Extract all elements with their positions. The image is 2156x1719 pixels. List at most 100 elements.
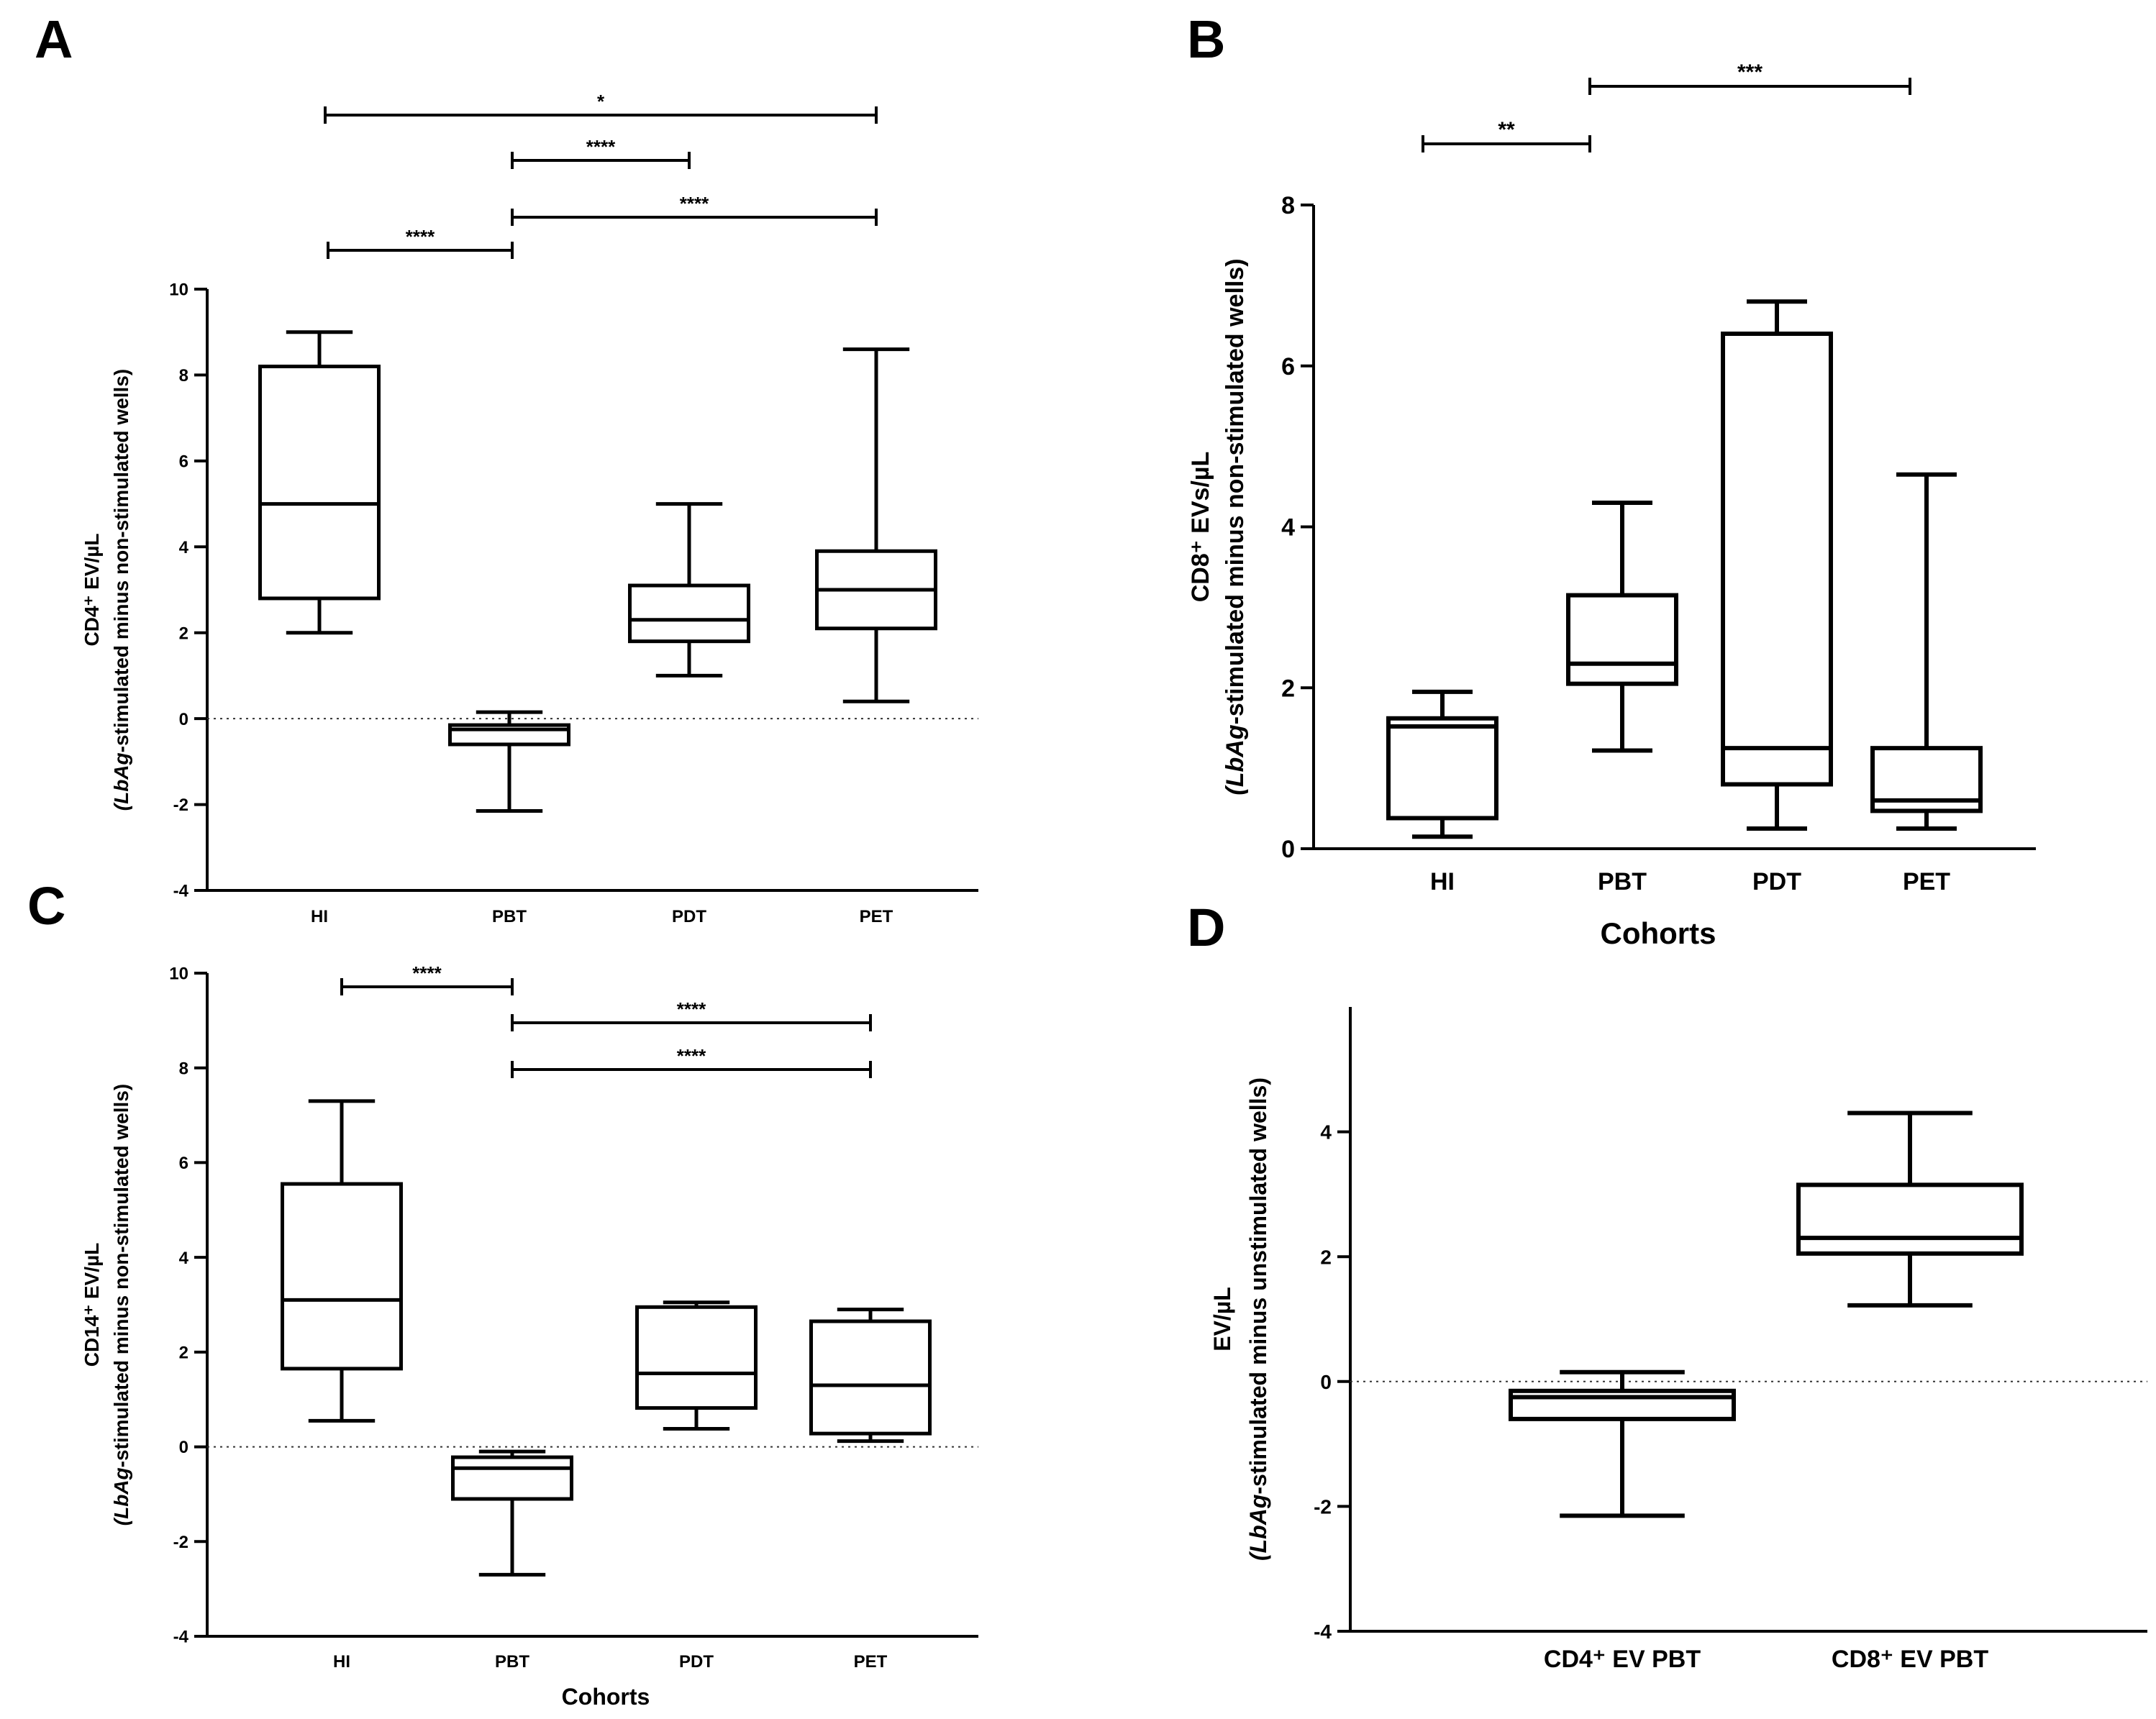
significance-label: **** [412,962,442,984]
y-tick-label: 10 [169,965,188,984]
y-axis-subtitle-rest: -stimulated minus non-stimulated wells) [110,369,132,753]
y-axis-title: EV/µL [1209,1287,1235,1351]
y-axis-subtitle-italic: (LbAg [110,752,132,811]
panel-letter: A [35,9,73,69]
y-axis-title: CD4⁺ EV/µL [81,534,103,647]
y-axis-subtitle: (LbAg-stimulated minus non-stimulated we… [1222,258,1249,795]
y-axis-subtitle-italic: (LbAg [1222,724,1249,795]
significance-label: ** [1498,118,1515,142]
significance-bracket: * [324,91,878,124]
iqr-box [1566,593,1678,686]
x-axis-title: Cohorts [562,1684,650,1710]
x-category-label: PDT [679,1652,714,1672]
box-2 [451,1449,573,1577]
box-3 [635,1300,758,1431]
box-1 [258,330,381,635]
iqr-box [451,1455,573,1501]
y-tick-label: 6 [1281,353,1295,380]
y-tick-label: 0 [1281,836,1295,863]
iqr-box [1796,1182,2024,1256]
y-tick-label: 6 [179,1154,188,1173]
x-category-label: PET [860,907,893,926]
y-axis-subtitle-rest: -stimulated minus unstimulated wells) [1245,1077,1271,1495]
y-tick-label: -4 [1314,1620,1332,1643]
x-axis-title: Cohorts [1601,916,1716,950]
y-tick-label: 4 [179,538,189,557]
box-1 [281,1099,403,1423]
panel-c: C -4 -2 0 2 4 6 8 10 HI PBT PDT PET Cohorts CD14⁺ EV/µ… [27,876,978,1710]
x-category-label: PBT [1598,868,1647,895]
iqr-box [1386,716,1498,821]
significance-label: *** [1737,60,1762,84]
y-tick-label: 8 [1281,192,1295,219]
y-tick-label: 6 [179,452,188,471]
significance-label: **** [677,1045,706,1067]
x-category-label: CD4⁺ EV PBT [1544,1646,1701,1673]
y-tick-label: -4 [173,882,189,901]
panel-a: A -4 -2 0 2 4 6 8 10 HI PBT PDT PET CD4⁺ EV/µL (LbAg-s… [35,9,978,926]
y-axis-title: CD8⁺ EVs/µL [1187,452,1214,602]
x-category-label: HI [1430,868,1455,895]
box-3 [1721,299,1833,831]
box-1 [1386,689,1498,839]
y-axis-subtitle-italic: (LbAg [110,1467,132,1526]
significance-bracket: **** [511,998,872,1031]
y-axis-subtitle: (LbAg-stimulated minus unstimulated well… [1245,1077,1271,1561]
significance-bracket: ** [1422,118,1591,152]
significance-bracket: **** [511,193,878,226]
box-1 [1509,1369,1736,1518]
y-axis-subtitle-rest: -stimulated minus non-stimulated wells) [110,1084,132,1468]
y-tick-label: -2 [1314,1495,1332,1518]
x-category-label: PDT [672,907,706,926]
box-4 [809,1308,932,1444]
significance-label: **** [680,193,709,214]
x-category-label: PBT [495,1652,529,1672]
significance-label: **** [677,998,706,1020]
iqr-box [635,1305,758,1410]
iqr-box [809,1319,932,1436]
panel-letter: B [1187,9,1225,69]
y-axis-subtitle-italic: (LbAg [1245,1495,1271,1561]
iqr-box [258,364,381,601]
significance-bracket: **** [511,1045,872,1078]
box-2 [1566,500,1678,753]
significance-label: * [597,91,605,112]
y-tick-label: 4 [179,1249,189,1268]
significance-bracket: **** [340,962,514,995]
box-4 [1870,472,1983,831]
box-2 [448,710,570,813]
panel-d: D -4 -2 0 2 4 CD4⁺ EV PBT CD8⁺ EV PBT EV/µL (LbAg… [1187,898,2147,1673]
y-tick-label: 4 [1281,514,1295,542]
y-tick-label: 10 [169,281,188,300]
x-category-label: PET [854,1652,888,1672]
significance-label: **** [586,136,616,158]
iqr-box [1721,332,1833,787]
y-axis-subtitle: (LbAg-stimulated minus non-stimulated we… [110,1084,132,1526]
significance-bracket: **** [327,226,514,259]
box-4 [815,347,937,703]
y-tick-label: 2 [179,1343,188,1362]
significance-label: **** [406,226,435,247]
y-tick-label: 2 [179,624,188,643]
y-axis-subtitle: (LbAg-stimulated minus non-stimulated we… [110,369,132,811]
y-tick-label: -2 [173,1533,188,1552]
y-tick-label: 8 [179,1059,188,1078]
iqr-box [281,1182,403,1371]
y-tick-label: 4 [1320,1121,1332,1144]
y-tick-label: -4 [173,1628,189,1647]
panel-b: B 0 2 4 6 8 HI PBT PDT PET Cohorts CD8⁺ EVs/µL (LbAg… [1187,9,2036,950]
iqr-box [628,583,750,644]
x-category-label: HI [311,907,328,926]
panel-letter: C [27,876,65,936]
y-tick-label: -2 [173,795,188,815]
x-category-label: PBT [492,907,527,926]
y-axis-title: CD14⁺ EV/µL [81,1243,103,1367]
significance-bracket: **** [511,136,691,169]
box-3 [628,502,750,678]
y-tick-label: 2 [1281,675,1295,702]
x-category-label: HI [333,1652,350,1672]
x-category-label: PDT [1752,868,1801,895]
y-tick-label: 0 [179,710,188,729]
x-category-label: CD8⁺ EV PBT [1832,1646,1988,1673]
